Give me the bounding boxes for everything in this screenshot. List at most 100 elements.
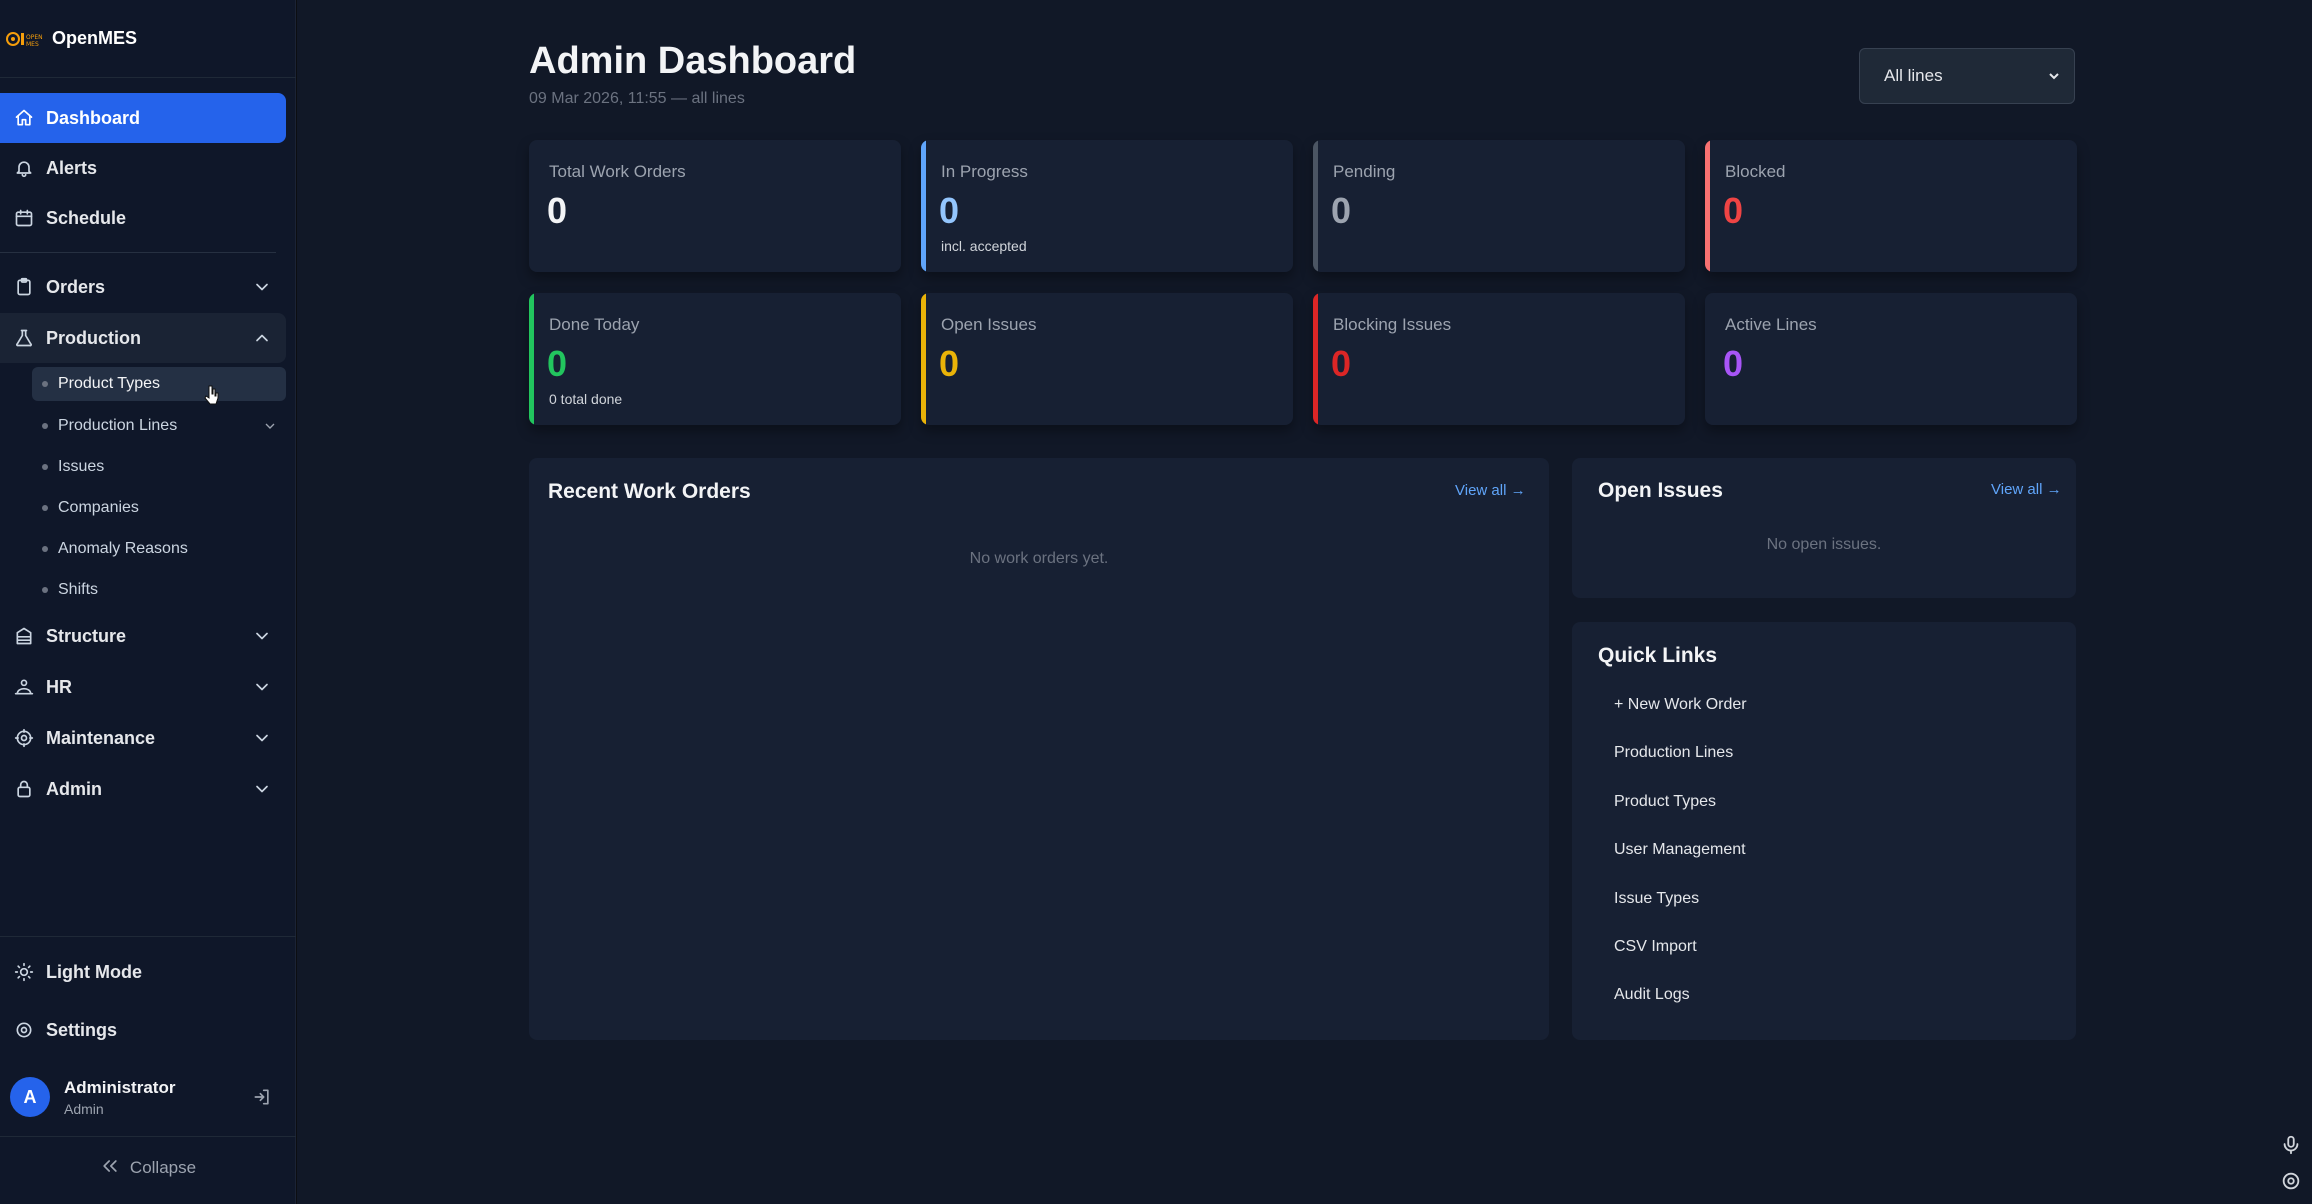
light-mode-label: Light Mode: [46, 961, 142, 982]
bullet-dot: [42, 505, 48, 511]
collapse-label: Collapse: [129, 1158, 197, 1177]
chevron-down-icon: [252, 779, 272, 799]
sidebar-subitem-label: Product Types: [58, 375, 160, 392]
stat-value: 0: [1331, 343, 1352, 384]
recent-work-orders-title: Recent Work Orders: [548, 480, 751, 503]
sidebar-subitem-anomaly-reasons[interactable]: Anomaly Reasons: [32, 532, 286, 566]
accent-bar: [1705, 140, 1710, 272]
logout-icon[interactable]: [252, 1087, 272, 1107]
chevron-down-icon: [252, 677, 272, 697]
stat-card-total-work-orders: Total Work Orders 0: [529, 140, 901, 272]
open-issues-empty-message: No open issues.: [1766, 536, 1882, 553]
sidebar: OPEN MES OpenMES Dashboard Alerts Schedu…: [0, 0, 296, 1204]
sidebar-bottom-divider: [0, 936, 296, 937]
sidebar-subitem-label: Issues: [58, 458, 105, 475]
stat-label: Active Lines: [1725, 315, 1817, 334]
user-role: Admin: [64, 1100, 104, 1117]
avatar: A: [10, 1077, 50, 1117]
calendar-icon: [14, 208, 34, 228]
sidebar-item-admin[interactable]: Admin: [0, 764, 286, 814]
quick-link-audit-logs[interactable]: Audit Logs: [1614, 986, 1690, 1003]
assistant-icon[interactable]: [2280, 1170, 2302, 1192]
sidebar-subitem-production-lines[interactable]: Production Lines: [32, 409, 286, 443]
sidebar-subitem-label: Companies: [58, 499, 139, 516]
gear-icon: [14, 728, 34, 748]
stat-label: Open Issues: [941, 315, 1037, 334]
chevron-down-icon[interactable]: [262, 418, 278, 434]
recent-orders-view-all-link[interactable]: View all →: [1455, 482, 1526, 499]
quick-link-issue-types[interactable]: Issue Types: [1614, 890, 1700, 907]
stat-card-done-today: Done Today 0 0 total done: [529, 293, 901, 425]
recent-work-orders-panel: [529, 458, 1549, 1040]
sidebar-item-production[interactable]: Production: [0, 313, 286, 363]
quick-link-production-lines[interactable]: Production Lines: [1614, 744, 1734, 761]
stat-card-in-progress: In Progress 0 incl. accepted: [921, 140, 1293, 272]
stat-label: Blocked: [1725, 162, 1786, 181]
user-profile[interactable]: A Administrator Admin: [10, 1072, 286, 1122]
settings-icon: [14, 1020, 34, 1040]
sidebar-item-structure[interactable]: Structure: [0, 611, 286, 661]
stat-value: 0: [1723, 343, 1744, 384]
lock-icon: [14, 779, 34, 799]
sidebar-item-label: Structure: [46, 625, 127, 646]
sidebar-item-label: Admin: [46, 778, 102, 799]
recent-orders-empty-message: No work orders yet.: [969, 550, 1109, 567]
bullet-dot: [42, 587, 48, 593]
quick-link-user-management[interactable]: User Management: [1614, 841, 1746, 858]
open-issues-title: Open Issues: [1598, 479, 1723, 502]
sidebar-subitem-product-types[interactable]: Product Types: [32, 367, 286, 401]
collapse-button[interactable]: Collapse: [0, 1148, 296, 1188]
sidebar-subitem-companies[interactable]: Companies: [32, 491, 286, 525]
sidebar-subitem-label: Shifts: [58, 581, 99, 598]
sidebar-subitem-label: Production Lines: [58, 417, 178, 434]
building-icon: [14, 626, 34, 646]
flask-icon: [14, 328, 34, 348]
accent-bar: [921, 293, 926, 425]
line-filter-select[interactable]: All lines: [1859, 48, 2075, 104]
sidebar-subitem-label: Anomaly Reasons: [58, 540, 188, 557]
sidebar-item-maintenance[interactable]: Maintenance: [0, 713, 286, 763]
bell-icon: [14, 158, 34, 178]
stat-card-pending: Pending 0: [1313, 140, 1685, 272]
quick-link-new-work-order[interactable]: + New Work Order: [1614, 696, 1747, 713]
quick-link-csv-import[interactable]: CSV Import: [1614, 938, 1697, 955]
accent-bar: [1313, 140, 1318, 272]
bullet-dot: [42, 381, 48, 387]
stat-label: Total Work Orders: [549, 162, 686, 181]
sidebar-subitem-shifts[interactable]: Shifts: [32, 573, 286, 607]
sidebar-divider: [0, 252, 276, 253]
main-content: Admin Dashboard 09 Mar 2026, 11:55 — all…: [297, 0, 2312, 1204]
bullet-dot: [42, 423, 48, 429]
quick-link-product-types[interactable]: Product Types: [1614, 793, 1716, 810]
sidebar-item-label: Maintenance: [46, 727, 156, 748]
brand[interactable]: OPEN MES OpenMES: [0, 0, 296, 78]
sidebar-item-orders[interactable]: Orders: [0, 262, 286, 312]
open-issues-view-all-link[interactable]: View all →: [1991, 481, 2062, 498]
stat-note: 0 total done: [549, 391, 623, 407]
stat-card-active-lines: Active Lines 0: [1705, 293, 2077, 425]
sidebar-item-dashboard[interactable]: Dashboard: [0, 93, 286, 143]
svg-text:OPEN: OPEN: [26, 34, 43, 41]
sidebar-item-alerts[interactable]: Alerts: [0, 143, 286, 193]
sidebar-item-label: Production: [46, 327, 141, 348]
stat-card-blocking-issues: Blocking Issues 0: [1313, 293, 1685, 425]
sidebar-item-label: Settings: [46, 1019, 118, 1040]
home-icon: [14, 108, 34, 128]
open-issues-panel: [1572, 458, 2076, 598]
sidebar-item-settings[interactable]: Settings: [0, 1005, 286, 1055]
sidebar-subitem-issues[interactable]: Issues: [32, 450, 286, 484]
sidebar-item-label: Schedule: [46, 207, 127, 228]
app-name: OpenMES: [52, 28, 138, 48]
microphone-icon[interactable]: [2280, 1134, 2302, 1156]
bullet-dot: [42, 464, 48, 470]
stat-value: 0: [1331, 190, 1352, 231]
chevron-down-icon: [252, 626, 272, 646]
sidebar-item-schedule[interactable]: Schedule: [0, 193, 286, 243]
sun-icon: [14, 962, 34, 982]
user-name: Administrator: [64, 1077, 176, 1097]
light-mode-toggle[interactable]: Light Mode: [0, 947, 286, 997]
svg-text:MES: MES: [26, 41, 39, 48]
sidebar-item-hr[interactable]: HR: [0, 662, 286, 712]
chevron-down-icon: [252, 277, 272, 297]
collapse-divider: [0, 1136, 296, 1137]
